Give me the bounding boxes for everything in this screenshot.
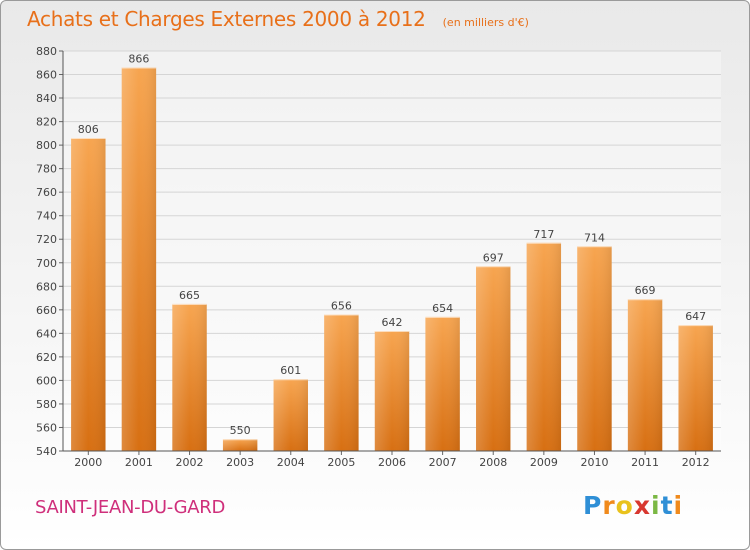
data-label: 656 xyxy=(331,300,352,313)
data-label: 647 xyxy=(685,310,706,323)
bar-shade xyxy=(222,439,258,451)
proxiti-logo[interactable]: Proxiti xyxy=(583,491,683,520)
y-tick-label: 760 xyxy=(36,186,57,199)
data-label: 669 xyxy=(635,284,656,297)
x-tick-label: 2004 xyxy=(277,456,305,469)
bar-shade xyxy=(678,325,713,451)
logo-letter: t xyxy=(660,491,674,520)
bar-shade xyxy=(121,67,157,452)
x-tick-label: 2008 xyxy=(479,456,507,469)
x-tick-label: 2003 xyxy=(226,456,254,469)
logo-letter: o xyxy=(615,491,634,520)
axes: 540 560 580 600 620 640 660 680 700 720 740 760 780 8… xyxy=(36,45,721,469)
bar-shade xyxy=(577,246,612,451)
y-tick-label: 820 xyxy=(36,116,57,129)
logo-letter: r xyxy=(602,491,616,520)
logo-letter: i xyxy=(673,491,684,520)
x-tick-label: 2005 xyxy=(327,456,355,469)
data-label: 642 xyxy=(382,316,403,329)
chart-unit: (en milliers d'€) xyxy=(442,16,529,29)
data-label: 697 xyxy=(483,251,504,264)
x-tick-label: 2012 xyxy=(682,456,710,469)
y-tick-label: 780 xyxy=(36,163,57,176)
y-tick-label: 880 xyxy=(36,45,57,58)
chart-title: Achats et Charges Externes 2000 à 2012 xyxy=(27,7,426,31)
y-tick-label: 740 xyxy=(36,210,57,223)
y-tick-label: 800 xyxy=(36,139,57,152)
x-tick-label: 2011 xyxy=(631,456,659,469)
chart-header: Achats et Charges Externes 2000 à 2012 (… xyxy=(27,7,529,31)
data-label: 717 xyxy=(533,228,554,241)
data-label: 601 xyxy=(280,364,301,377)
y-tick-label: 840 xyxy=(36,92,57,105)
x-tick-label: 2010 xyxy=(580,456,608,469)
bar-shade xyxy=(71,138,106,451)
y-tick-label: 560 xyxy=(36,421,57,434)
y-tick-label: 660 xyxy=(36,304,57,317)
logo-letter: x xyxy=(633,491,651,520)
y-tick-label: 640 xyxy=(36,327,57,340)
x-tick-label: 2007 xyxy=(429,456,457,469)
y-tick-label: 700 xyxy=(36,257,57,270)
bar-shade xyxy=(273,379,308,451)
x-tick-label: 2001 xyxy=(125,456,153,469)
bar-shade xyxy=(526,242,562,451)
y-tick-label: 600 xyxy=(36,374,57,387)
bar-shade xyxy=(425,316,460,451)
y-tick-label: 540 xyxy=(36,445,57,458)
bars: 806 866 665 550 601 656 642 654 697 717 714 669 647 xyxy=(71,52,713,452)
x-tick-label: 2000 xyxy=(74,456,102,469)
data-label: 714 xyxy=(584,231,605,244)
y-tick-label: 860 xyxy=(36,69,57,82)
data-label: 654 xyxy=(432,302,453,315)
logo-letter: P xyxy=(583,491,603,520)
y-tick-label: 720 xyxy=(36,233,57,246)
x-tick-label: 2006 xyxy=(378,456,406,469)
logo-letter: i xyxy=(651,491,661,520)
commune-name: SAINT-JEAN-DU-GARD xyxy=(35,497,226,518)
bar-shade xyxy=(172,303,207,451)
y-tick-label: 580 xyxy=(36,398,57,411)
bar-shade xyxy=(324,314,359,451)
x-tick-label: 2002 xyxy=(176,456,204,469)
bar-shade xyxy=(374,331,410,451)
x-tick-label: 2009 xyxy=(530,456,558,469)
data-label: 806 xyxy=(78,123,99,136)
y-tick-label: 620 xyxy=(36,351,57,364)
data-label: 665 xyxy=(179,289,200,302)
y-tick-label: 680 xyxy=(36,280,57,293)
data-label: 550 xyxy=(230,424,251,437)
bar-shade xyxy=(627,299,663,451)
data-label: 866 xyxy=(128,52,149,65)
bar-shade xyxy=(476,266,511,451)
